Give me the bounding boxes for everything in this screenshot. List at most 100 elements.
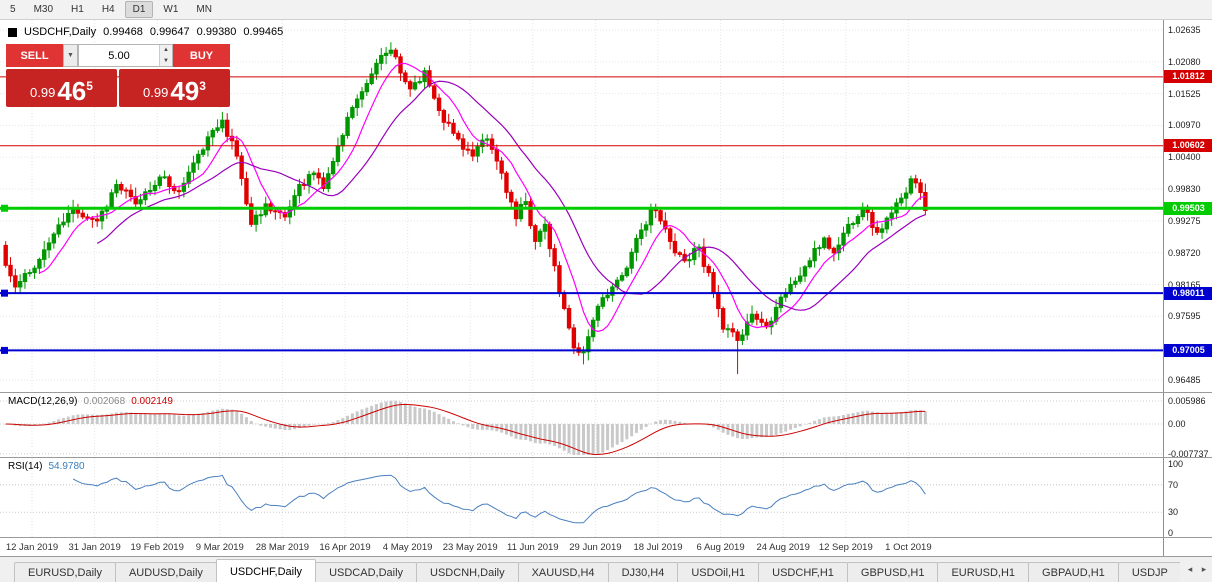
price-scale-label: 1.01525 [1168,88,1201,99]
sell-price-tile[interactable]: 0.99 46 5 [6,69,117,107]
timeframe-mn[interactable]: MN [196,4,212,15]
macd-scale-label: -0.007737 [1168,448,1209,459]
rsi-line [72,474,926,524]
tab-eurusd-h1[interactable]: EURUSD,H1 [937,562,1030,582]
panel-splitter-rsi[interactable] [0,457,1212,458]
level-edge-marker [1,346,8,354]
date-label: 11 Jun 2019 [507,542,559,553]
chart-icon [8,27,17,37]
price-scale-label: 1.00970 [1168,120,1201,131]
price-level-tag: 1.01812 [1164,70,1212,84]
rsi-scale-label: 100 [1168,459,1184,469]
price-level-tag: 0.97005 [1164,343,1212,357]
date-label: 31 Jan 2019 [68,542,121,553]
tabs-scroll-left-button[interactable]: ◂ [1183,560,1197,578]
one-click-trading-panel: SELL ▼ ▲ ▼ BUY 0.99 46 5 0.99 49 3 [6,44,230,107]
macd-main-value: 0.002068 [83,396,126,407]
macd-scale-label: 0.005986 [1168,396,1206,406]
chart-title: USDCHF,Daily 0.99468 0.99647 0.99380 0.9… [8,26,283,38]
buy-price-big: 49 [170,76,200,106]
tabs-scroll-right-button[interactable]: ▸ [1197,560,1211,578]
level-edge-marker [1,289,8,297]
macd-signal-value: 0.002149 [131,396,173,407]
volume-input[interactable] [79,45,159,66]
tab-xauusd-h4[interactable]: XAUUSD,H4 [517,562,609,582]
timeframe-w1[interactable]: W1 [163,4,179,15]
date-label: 1 Oct 2019 [885,542,932,553]
date-label: 19 Feb 2019 [130,542,184,553]
sell-button[interactable]: SELL [6,44,63,67]
tab-eurusd-daily[interactable]: EURUSD,Daily [14,562,116,582]
timeframe-m30[interactable]: M30 [33,4,54,15]
timeframe-toolbar: 5 M30 H1 H4 D1 W1 MN [0,0,1212,20]
chart-tabs-bar: EURUSD,Daily AUDUSD,Daily USDCHF,Daily USDC… [0,556,1212,582]
timeframe-5[interactable]: 5 [10,4,16,15]
panel-splitter-macd[interactable] [0,392,1212,393]
buy-price-prefix: 0.99 [143,85,169,100]
tabs-scroll-arrows: ◂ ▸ [1183,556,1211,582]
price-level-tag: 1.00602 [1164,139,1212,153]
buy-button[interactable]: BUY [173,44,230,67]
sell-price-prefix: 0.99 [30,85,56,100]
macd-name: MACD(12,26,9) [8,396,78,407]
tab-audusd-daily[interactable]: AUDUSD,Daily [114,562,217,582]
volume-increase-icon[interactable]: ▲ [160,45,172,56]
date-label: 16 Apr 2019 [319,542,371,553]
date-label: 6 Aug 2019 [696,542,745,553]
date-label: 29 Jun 2019 [569,542,622,553]
date-label: 28 Mar 2019 [255,542,310,553]
buy-price-sup: 3 [199,79,206,93]
price-scale-label: 0.98165 [1168,279,1201,290]
tab-dj30-h4[interactable]: DJ30,H4 [607,562,679,582]
tab-gbpaud-h1[interactable]: GBPAUD,H1 [1028,562,1119,582]
rsi-name: RSI(14) [8,461,43,472]
chart-tabs: EURUSD,Daily AUDUSD,Daily USDCHF,Daily USDC… [0,557,1180,582]
date-label: 23 May 2019 [442,542,498,553]
timeframe-h1[interactable]: H1 [71,4,84,15]
chart-symbol: USDCHF,Daily [24,26,97,38]
price-scale-label: 0.97595 [1168,311,1201,322]
sell-price-big: 46 [57,76,87,106]
date-label: 9 Mar 2019 [195,542,244,553]
tab-usdchf-daily[interactable]: USDCHF,Daily [215,559,317,582]
timeframe-h4[interactable]: H4 [101,4,115,15]
price-scale-label: 0.99275 [1168,215,1201,226]
ohlc-open: 0.99468 [103,26,143,38]
volume-decrease-icon[interactable]: ▼ [160,55,172,66]
chart-canvas[interactable] [0,20,1163,556]
timeframe-d1[interactable]: D1 [124,1,154,18]
macd-scale-label: 0.00 [1168,419,1186,429]
tab-usdjp[interactable]: USDJP [1117,562,1180,582]
volume-dropdown-icon[interactable]: ▼ [63,44,78,67]
price-scale-label: 1.00400 [1168,152,1201,163]
moving-average-8 [39,62,926,333]
date-label: 12 Jan 2019 [5,542,59,553]
ohlc-close: 0.99465 [243,26,284,38]
horizontal-levels [0,76,1163,354]
rsi-scale-label: 70 [1168,479,1179,490]
date-label: 12 Sep 2019 [818,542,873,553]
moving-average-20 [96,80,926,311]
price-axis[interactable]: 1.02635 1.02080 1.01525 1.00970 1.00400 0.998… [1163,20,1212,556]
date-label: 18 Jul 2019 [633,542,683,553]
price-scale-label: 1.02080 [1168,56,1201,67]
tab-usdoil-h1[interactable]: USDOil,H1 [677,562,760,582]
price-scale-label: 0.99830 [1168,184,1201,195]
timeframe-buttons: 5 M30 H1 H4 D1 W1 MN [2,1,220,18]
date-label: 4 May 2019 [382,542,433,553]
sell-price-sup: 5 [86,79,93,93]
time-axis[interactable]: 12 Jan 2019 31 Jan 2019 19 Feb 2019 9 Mar 2… [0,538,1163,556]
chart-window: 1.02635 1.02080 1.01525 1.00970 1.00400 0.998… [0,20,1212,556]
price-level-tag: 0.99503 [1164,201,1212,215]
macd-indicator-label: MACD(12,26,9) 0.002068 0.002149 [8,396,173,407]
tab-gbpusd-h1[interactable]: GBPUSD,H1 [846,562,939,582]
rsi-scale-label: 30 [1168,507,1179,518]
price-scale-label: 0.98720 [1168,247,1201,258]
tab-usdcad-daily[interactable]: USDCAD,Daily [315,562,418,582]
tab-usdcnh-daily[interactable]: USDCNH,Daily [416,562,519,582]
ohlc-low: 0.99380 [196,26,237,38]
buy-price-tile[interactable]: 0.99 49 3 [119,69,230,107]
ohlc-high: 0.99647 [149,26,190,38]
tab-usdchf-h1[interactable]: USDCHF,H1 [758,562,848,582]
moving-average [39,62,926,333]
